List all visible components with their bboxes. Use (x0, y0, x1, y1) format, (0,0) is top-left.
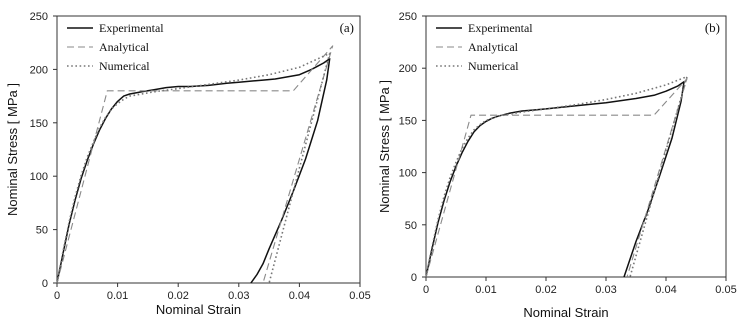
x-tick-label: 0 (54, 290, 60, 302)
chart-panel-b: 0 0.01 0.02 0.03 0.04 0.05 0 50 100 150 200 250 Nomi… (377, 11, 737, 320)
x-tick-label: 0.04 (289, 290, 310, 302)
series-line-analytical (425, 78, 688, 278)
x-tick-label: 0.02 (167, 290, 188, 302)
y-tick-label: 100 (30, 171, 48, 183)
y-tick-label: 0 (411, 272, 417, 284)
legend-label: Experimental (99, 21, 164, 35)
x-tick-label: 0 (423, 284, 429, 296)
legend-label: Numerical (99, 59, 150, 73)
y-tick-label: 200 (399, 63, 417, 75)
panel-label: (b) (705, 20, 720, 35)
x-tick-label: 0.02 (535, 284, 556, 296)
y-axis-title: Nominal Stress [ MPa ] (5, 83, 20, 216)
x-axis-title: Nominal Strain (156, 302, 241, 317)
x-axis-title: Nominal Strain (523, 305, 608, 320)
x-tick-label: 0.04 (655, 284, 676, 296)
x-tick-label: 0.01 (107, 290, 128, 302)
plot-frame (425, 15, 727, 278)
legend: Experimental Analytical Numerical (67, 21, 164, 73)
x-tick-label: 0.01 (475, 284, 496, 296)
y-tick-label: 50 (36, 225, 48, 237)
y-tick-label: 0 (42, 278, 48, 290)
legend: Experimental Analytical Numerical (436, 21, 533, 73)
x-tick-label: 0.03 (595, 284, 616, 296)
y-tick-label: 200 (30, 64, 48, 76)
panel-label: (a) (340, 20, 354, 35)
legend-label: Analytical (468, 40, 519, 54)
legend-label: Numerical (468, 59, 519, 73)
x-tick-label: 0.03 (228, 290, 249, 302)
x-tick-label: 0.05 (349, 290, 370, 302)
y-tick-label: 50 (405, 220, 417, 232)
y-axis-title: Nominal Stress [ MPa ] (377, 80, 392, 213)
y-tick-label: 150 (30, 118, 48, 130)
series-line-analytical (56, 45, 334, 284)
y-tick-label: 250 (30, 11, 48, 23)
series-line-experimental (425, 81, 685, 278)
y-tick-label: 100 (399, 168, 417, 180)
series-line-numerical (56, 52, 331, 284)
series-line-experimental (56, 57, 331, 284)
chart-panel-a: 0 0.01 0.02 0.03 0.04 0.05 0 50 100 150 200 250 Nomi… (5, 11, 371, 317)
legend-label: Experimental (468, 21, 533, 35)
series-line-numerical (425, 75, 688, 278)
plot-frame (56, 15, 361, 284)
x-tick-label: 0.05 (715, 284, 736, 296)
y-tick-label: 250 (399, 11, 417, 23)
y-tick-label: 150 (399, 115, 417, 127)
legend-label: Analytical (99, 40, 150, 54)
